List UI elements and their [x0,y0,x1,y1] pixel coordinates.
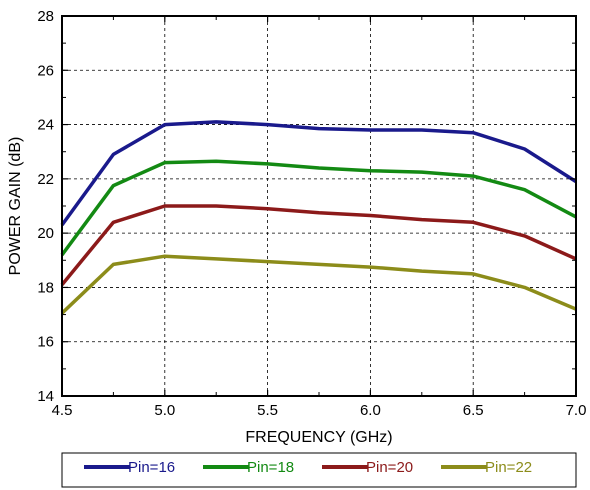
legend-label: Pin=18 [247,459,294,476]
series-line-Pin=20 [60,204,577,286]
y-tick-label: 14 [37,388,54,405]
axis-ticks [61,15,577,397]
legend-label: Pin=20 [366,459,413,476]
legend: Pin=16 Pin=18 Pin=20 Pin=22 [61,452,577,488]
grid-lines [62,16,576,396]
y-tick-label: 20 [37,225,54,242]
x-tick-label: 5.0 [154,402,175,419]
series-layer [60,120,577,315]
y-tick-label: 26 [37,62,54,79]
legend-box [61,452,577,488]
y-tick-label: 28 [37,8,54,25]
series-line-Pin=22 [60,254,577,315]
legend-label: Pin=16 [128,459,175,476]
series-line-Pin=18 [60,159,577,256]
y-tick-label: 24 [37,117,54,134]
x-tick-label: 6.5 [463,402,484,419]
plot-frame [61,15,577,397]
y-tick-label: 22 [37,171,54,188]
x-tick-label: 5.5 [257,402,278,419]
x-tick-label: 4.5 [52,402,73,419]
y-tick-label: 18 [37,279,54,296]
x-tick-label: 6.0 [360,402,381,419]
series-line-Pin=16 [60,120,577,227]
legend-label: Pin=22 [485,459,532,476]
tick-labels: 4.5 5.0 5.5 6.0 6.5 7.0 14 16 18 20 22 24 26 28 [37,8,586,419]
y-tick-label: 16 [37,334,54,351]
x-axis-title: FREQUENCY (GHz) [245,429,392,446]
x-tick-label: 7.0 [566,402,587,419]
y-axis-title: POWER GAIN (dB) [7,137,24,276]
